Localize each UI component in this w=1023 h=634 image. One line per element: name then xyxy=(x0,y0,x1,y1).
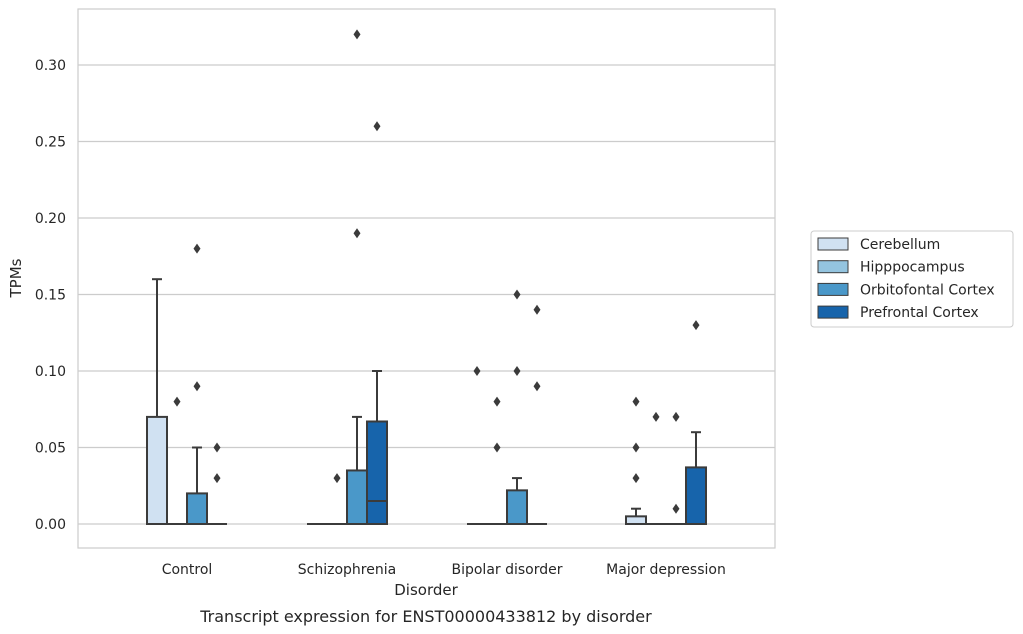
box-orbitofontal-cortex xyxy=(346,29,368,526)
legend-frame xyxy=(810,230,1014,328)
y-tick-label: 0.05 xyxy=(35,441,66,457)
box-cerebellum xyxy=(146,278,168,525)
outlier-point xyxy=(533,381,541,392)
box-prefrontal-cortex xyxy=(366,121,388,525)
legend-item-cerebellum: Cerebellum xyxy=(817,237,940,253)
box-prefrontal-cortex xyxy=(527,304,547,525)
box-body xyxy=(625,515,647,525)
box-orbitofontal-cortex xyxy=(186,243,208,525)
box-body xyxy=(186,492,208,525)
y-tick-label: 0.30 xyxy=(35,58,66,74)
y-tick-label: 0.20 xyxy=(35,211,66,227)
x-tick-labels: Control Schizophrenia Bipolar disorder Majo… xyxy=(162,562,726,578)
x-tick-label: Control xyxy=(162,562,213,578)
grid-lines xyxy=(78,64,775,525)
outlier-point xyxy=(353,29,361,40)
outlier-point xyxy=(513,289,521,300)
outlier-point xyxy=(353,228,361,239)
box-orbitofontal-cortex xyxy=(666,411,686,525)
outlier-point xyxy=(672,411,680,422)
y-tick-label: 0.25 xyxy=(35,135,66,151)
y-tick-label: 0.10 xyxy=(35,364,66,380)
legend-item-prefrontal-cortex: Prefrontal Cortex xyxy=(817,305,979,321)
y-tick-labels: 0.00 0.05 0.10 0.15 0.20 0.25 0.30 xyxy=(35,58,66,533)
legend-swatch xyxy=(817,282,849,296)
outlier-point xyxy=(333,473,341,484)
box-hipppocampus xyxy=(167,396,187,525)
x-tick-label: Bipolar disorder xyxy=(451,562,562,578)
box-orbitofontal-cortex xyxy=(506,289,528,525)
chart-caption: Transcript expression for ENST0000043381… xyxy=(199,607,652,626)
box-body xyxy=(366,420,388,525)
box-body xyxy=(346,469,368,526)
outlier-point xyxy=(632,396,640,407)
outlier-point xyxy=(213,473,221,484)
outlier-point xyxy=(632,473,640,484)
outlier-point xyxy=(173,396,181,407)
legend-label: Prefrontal Cortex xyxy=(860,305,979,321)
outlier-point xyxy=(652,411,660,422)
plot-area-frame xyxy=(77,8,776,549)
outlier-point xyxy=(493,396,501,407)
legend-swatch xyxy=(817,305,849,319)
legend-swatch xyxy=(817,260,849,274)
box-body xyxy=(506,489,528,525)
outlier-point xyxy=(213,442,221,453)
y-axis-title: TPMs xyxy=(7,258,25,298)
y-tick-label: 0.15 xyxy=(35,288,66,304)
legend-label: Hipppocampus xyxy=(860,260,965,276)
box-hipppocampus xyxy=(327,473,347,525)
legend-label: Cerebellum xyxy=(860,237,940,253)
outlier-point xyxy=(632,442,640,453)
outlier-point xyxy=(672,503,680,514)
legend-swatch xyxy=(817,237,849,251)
legend-items: Cerebellum Hipppocampus Orbitofontal Corte… xyxy=(817,237,995,321)
box-hipppocampus xyxy=(646,411,666,525)
y-tick-label: 0.00 xyxy=(35,517,66,533)
legend-item-hipppocampus: Hipppocampus xyxy=(817,260,965,276)
legend-item-orbitofontal-cortex: Orbitofontal Cortex xyxy=(817,282,995,298)
box-cerebellum xyxy=(467,366,487,525)
legend-label: Orbitofontal Cortex xyxy=(860,282,995,298)
legend: Cerebellum Hipppocampus Orbitofontal Corte… xyxy=(810,230,1014,328)
box-body xyxy=(685,466,707,526)
box-cerebellum xyxy=(625,396,647,525)
outlier-point xyxy=(193,381,201,392)
outlier-point xyxy=(692,320,700,331)
outlier-point xyxy=(513,366,521,376)
box-hipppocampus xyxy=(487,396,507,525)
box-prefrontal-cortex xyxy=(685,320,707,526)
outlier-point xyxy=(193,243,201,254)
outlier-point xyxy=(493,442,501,453)
outlier-point xyxy=(373,121,381,132)
x-tick-label: Schizophrenia xyxy=(298,562,396,578)
box-prefrontal-cortex xyxy=(207,442,227,525)
box-body xyxy=(146,415,168,525)
x-tick-label: Major depression xyxy=(606,562,726,578)
x-axis-title: Disorder xyxy=(394,581,458,599)
outlier-point xyxy=(473,366,481,376)
box-plot-marks xyxy=(146,29,707,526)
outlier-point xyxy=(533,304,541,315)
